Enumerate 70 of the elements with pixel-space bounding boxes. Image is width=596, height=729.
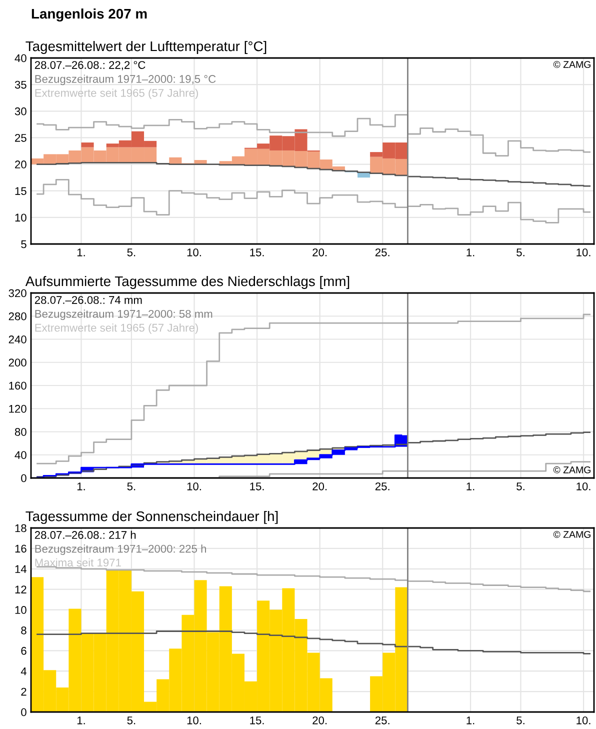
y-tick-label: 0	[21, 474, 26, 482]
x-tick-label: 5.	[516, 716, 524, 724]
x-tick-label: 1.	[466, 716, 474, 724]
annotation: 28.07.–26.08.: 22,2 °C	[34, 61, 146, 70]
x-tick-label: 15.	[250, 716, 264, 724]
x-tick-label: 10.	[187, 248, 201, 256]
chart-subtitle: Tagesmittelwert der Lufttemperatur [°C]	[26, 40, 266, 54]
x-tick-label: 1.	[77, 248, 85, 256]
annotation: Bezugszeitraum 1971–2000: 58 mm	[35, 310, 212, 320]
chart-title: Langenlois 207 m	[32, 8, 147, 22]
x-tick-label: 10.	[187, 716, 201, 724]
x-tick-label: 20.	[312, 716, 327, 724]
y-tick-label: 10	[15, 606, 26, 614]
y-tick-label: 40	[14, 54, 26, 62]
x-tick-label: 1.	[466, 482, 474, 490]
x-tick-label: 10.	[576, 248, 590, 256]
annotation: Maxima seit 1971	[35, 558, 121, 567]
y-tick-label: 0	[21, 708, 26, 716]
chart-title: Aufsummierte Tagessumme des Niederschlags [mm]	[25, 276, 350, 289]
y-tick-label: 35	[14, 80, 26, 89]
y-tick-label: 18	[15, 524, 26, 532]
x-tick-label: 5.	[127, 716, 136, 724]
x-tick-label: 1.	[77, 716, 85, 724]
annotation: © ZAMG	[553, 466, 590, 474]
y-tick-label: 12	[15, 586, 26, 594]
x-tick-label: 15.	[250, 248, 264, 256]
y-tick-label: 280	[8, 312, 26, 320]
x-tick-label: 5.	[516, 482, 524, 490]
annotation: Extremwerte seit 1965 (57 Jahre)	[35, 324, 198, 334]
y-tick-label: 20	[15, 160, 26, 168]
x-tick-label: 20.	[312, 248, 327, 256]
y-tick-label: 15	[15, 187, 26, 195]
x-tick-label: 5.	[127, 248, 136, 256]
x-tick-label: 25.	[375, 482, 390, 490]
x-tick-label: 5.	[127, 482, 136, 490]
x-tick-label: 10.	[576, 482, 590, 490]
y-tick-label: 8	[21, 626, 26, 634]
x-tick-label: 5.	[516, 248, 524, 256]
annotation: Bezugszeitraum 1971–2000: 19,5 °C	[35, 74, 216, 86]
y-tick-label: 40	[14, 451, 26, 460]
y-tick-label: 4	[20, 667, 27, 676]
y-tick-label: 2	[21, 688, 26, 696]
annotation: 28.07.–26.08.: 74 mm	[34, 296, 142, 304]
y-tick-label: 160	[9, 382, 26, 390]
y-tick-label: 25	[15, 134, 26, 142]
x-tick-label: 20.	[312, 482, 327, 490]
annotation: Extremwerte seit 1965 (57 Jahre)	[35, 88, 198, 100]
y-tick-label: 240	[8, 336, 26, 344]
x-tick-label: 25.	[375, 248, 390, 256]
y-tick-label: 14	[15, 565, 27, 573]
y-tick-label: 30	[14, 107, 26, 116]
x-tick-label: 10.	[187, 482, 201, 490]
annotation: © ZAMG	[553, 531, 590, 538]
y-tick-label: 10	[15, 214, 26, 222]
y-tick-label: 16	[15, 544, 26, 553]
x-tick-label: 25.	[375, 716, 390, 724]
annotation: © ZAMG	[553, 61, 590, 68]
x-tick-label: 1.	[466, 248, 474, 256]
y-tick-label: 5	[21, 240, 26, 248]
y-tick-label: 200	[8, 358, 26, 367]
x-tick-label: 10.	[576, 716, 590, 724]
x-tick-label: 15.	[250, 482, 264, 490]
y-tick-label: 6	[21, 646, 26, 655]
chart-title: Tagessumme der Sonnenscheindauer [h]	[26, 510, 278, 524]
y-tick-label: 320	[8, 289, 26, 298]
annotation: 28.07.–26.08.: 217 h	[34, 530, 136, 539]
y-tick-label: 120	[9, 404, 26, 413]
y-tick-label: 80	[14, 428, 26, 436]
annotation: Bezugszeitraum 1971–2000: 225 h	[35, 544, 206, 555]
x-tick-label: 1.	[77, 482, 85, 490]
